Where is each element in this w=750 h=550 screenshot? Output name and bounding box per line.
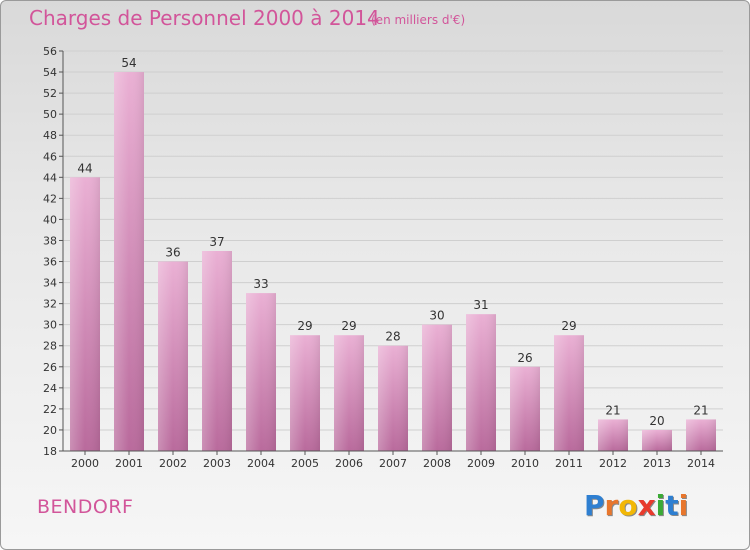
bar-shade (334, 335, 364, 451)
bar-shade (70, 177, 100, 451)
data-label: 20 (649, 414, 664, 428)
y-tick-label: 30 (43, 319, 57, 332)
data-label: 31 (473, 298, 488, 312)
y-tick-label: 40 (43, 213, 57, 226)
x-tick-label: 2004 (247, 457, 275, 470)
data-label: 44 (77, 161, 92, 175)
data-label: 29 (341, 319, 356, 333)
x-tick-label: 2011 (555, 457, 583, 470)
commune-name: BENDORF (37, 496, 134, 518)
data-label: 33 (253, 277, 268, 291)
y-tick-label: 26 (43, 361, 57, 374)
bar-shade (290, 335, 320, 451)
x-tick-label: 2002 (159, 457, 187, 470)
data-label: 29 (561, 319, 576, 333)
y-tick-label: 36 (43, 256, 57, 269)
y-tick-label: 42 (43, 192, 57, 205)
x-tick-label: 2001 (115, 457, 143, 470)
logo-letter: x (637, 489, 656, 522)
y-tick-label: 46 (43, 150, 57, 163)
x-tick-label: 2009 (467, 457, 495, 470)
bar-shade (114, 72, 144, 451)
x-tick-label: 2007 (379, 457, 407, 470)
x-tick-label: 2008 (423, 457, 451, 470)
x-tick-label: 2010 (511, 457, 539, 470)
bar-shade (422, 324, 452, 451)
bar-shade (554, 335, 584, 451)
chart-title: Charges de Personnel 2000 à 2014 (29, 6, 380, 30)
bar-shade (686, 419, 716, 451)
y-tick-label: 38 (43, 234, 57, 247)
x-tick-label: 2000 (71, 457, 99, 470)
bar-shade (246, 293, 276, 451)
bars (70, 72, 716, 451)
axes: 18 20 22 24 26 28 30 32 34 36 38 40 42 44 46 48 50 52 54 56… (43, 45, 723, 470)
x-tick-label: 2012 (599, 457, 627, 470)
y-tick-label: 20 (43, 424, 57, 437)
y-tick-label: 44 (43, 171, 57, 184)
data-label: 21 (605, 403, 620, 417)
bar-shade (202, 251, 232, 451)
data-label: 21 (693, 403, 708, 417)
logo-letter: t (665, 489, 679, 522)
y-tick-label: 56 (43, 45, 57, 58)
data-label: 28 (385, 330, 400, 344)
bar-shade (642, 429, 672, 451)
bar-shade (158, 261, 188, 451)
y-tick-label: 28 (43, 340, 57, 353)
chart-subtitle: (en milliers d'€) (371, 13, 466, 27)
y-tick-label: 32 (43, 298, 57, 311)
logo-letter: r (604, 489, 619, 522)
data-label: 36 (165, 246, 180, 260)
logo-letter: P (584, 489, 605, 522)
x-tick-label: 2005 (291, 457, 319, 470)
y-tick-label: 50 (43, 108, 57, 121)
proxiti-logo: Proxiti (584, 489, 688, 522)
data-label: 26 (517, 351, 532, 365)
data-label: 54 (121, 56, 136, 70)
bar-shade (510, 366, 540, 451)
x-tick-label: 2014 (687, 457, 715, 470)
y-tick-label: 24 (43, 382, 57, 395)
x-tick-label: 2013 (643, 457, 671, 470)
y-tick-label: 34 (43, 277, 57, 290)
y-tick-label: 48 (43, 129, 57, 142)
data-label: 29 (297, 319, 312, 333)
data-label: 30 (429, 309, 444, 323)
x-tick-label: 2006 (335, 457, 363, 470)
logo-letter: o (618, 489, 638, 522)
logo-letter: i (678, 489, 689, 522)
y-tick-label: 52 (43, 87, 57, 100)
logo-letter: i (655, 489, 666, 522)
bar-shade (378, 345, 408, 451)
data-label: 37 (209, 235, 224, 249)
y-tick-label: 18 (43, 445, 57, 458)
y-tick-label: 54 (43, 66, 57, 79)
bar-shade (466, 314, 496, 451)
bar-shade (598, 419, 628, 451)
data-labels: 44 54 36 37 33 29 29 28 30 31 26 29 21 20 21 (77, 56, 708, 428)
y-tick-label: 22 (43, 403, 57, 416)
x-tick-label: 2003 (203, 457, 231, 470)
